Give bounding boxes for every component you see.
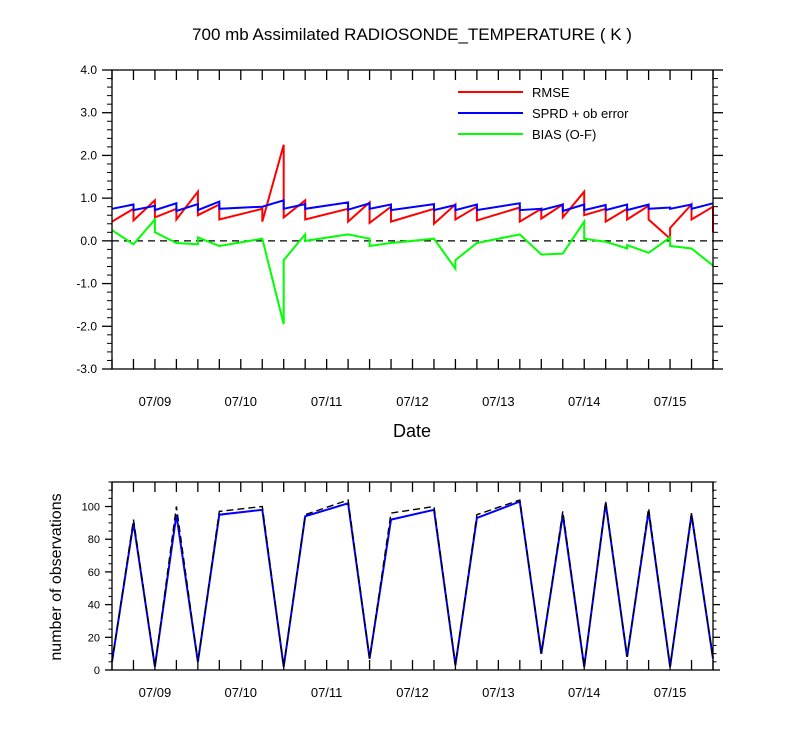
x-tick-label: 07/13 [482,394,515,409]
y-tick-label: 40 [88,600,100,612]
x-tick-label: 07/15 [654,394,687,409]
y-tick-label: 4.0 [80,63,97,77]
chart-title: 700 mb Assimilated RADIOSONDE_TEMPERATUR… [192,25,632,44]
plot-frame [111,481,714,671]
x-tick-label: 07/14 [568,685,601,700]
x-tick-label: 07/10 [225,685,258,700]
x-tick-label: 07/09 [139,685,172,700]
legend-label-bias-o-f: BIAS (O-F) [532,127,596,142]
x-tick-label: 07/12 [396,685,429,700]
y-axis-label-observations: number of observations [48,493,65,660]
y-tick-label: -3.0 [76,362,97,376]
series-solid-0-line [111,500,714,667]
y-tick-label: 60 [88,567,100,579]
y-tick-label: 20 [88,632,100,644]
series-sprd-ob-error-line [111,198,714,213]
y-tick-label: -1.0 [76,277,97,291]
x-tick-label: 07/11 [311,685,343,700]
bottom-panel-observations: 07/09 07/10 07/11 07/12 07/13 07/14 07/15 0 20 40… [82,481,720,700]
x-tick-label: 07/14 [568,394,601,409]
y-tick-label: 80 [88,534,100,546]
legend-label-sprd-ob-error: SPRD + ob error [532,106,629,121]
x-axis-label: Date [393,421,431,441]
series-dashed-1-line [111,499,714,667]
x-tick-label: 07/12 [396,394,429,409]
series-bias-o-f-line [111,216,714,325]
x-tick-label: 07/10 [225,394,258,409]
legend-label-rmse: RMSE [532,85,570,100]
x-tick-label: 07/11 [311,394,343,409]
x-tick-label: 07/09 [139,394,172,409]
y-tick-label: 2.0 [80,148,97,162]
y-tick-label: 100 [82,502,100,514]
y-tick-label: 3.0 [80,106,97,120]
y-tick-label: 0 [94,665,100,677]
x-tick-label: 07/13 [482,685,515,700]
y-tick-label: -2.0 [76,319,97,333]
top-panel-rmse-sprd-bias: 07/09 07/10 07/11 07/12 07/13 07/14 07/15 4.0 3.… [76,63,723,409]
series-rmse-line [111,144,714,241]
x-tick-label: 07/15 [654,685,687,700]
y-tick-label: 1.0 [80,191,97,205]
y-tick-label: 0.0 [80,234,97,248]
